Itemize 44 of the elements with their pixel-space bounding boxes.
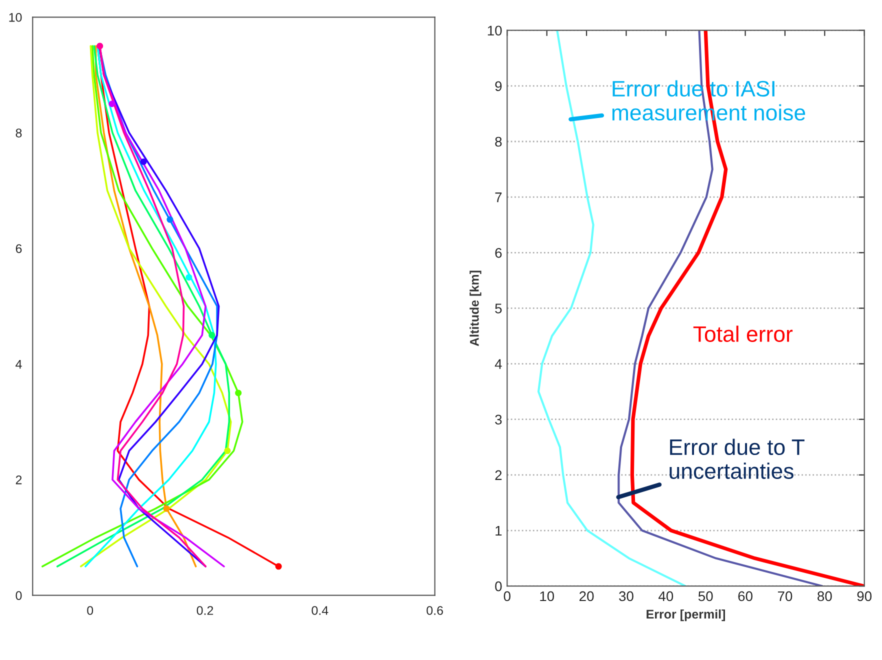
x-tick-label: 70 [778, 591, 792, 602]
y-tick-label: 2 [16, 475, 22, 484]
y-tick-label: 1 [496, 526, 502, 536]
y-tick-label: 10 [9, 12, 22, 22]
y-tick-label: 3 [495, 414, 502, 425]
x-axis-title: Error [permil] [646, 609, 725, 622]
annotation: Total error [693, 326, 793, 342]
point [275, 563, 282, 570]
point [108, 100, 116, 108]
x-tick-label: 30 [619, 591, 634, 602]
x-tick-label: 10 [540, 591, 554, 602]
annotation: Error due to T uncertainties [670, 438, 804, 479]
point [163, 505, 170, 512]
x-tick-label: 0.4 [312, 606, 328, 615]
point [140, 158, 147, 165]
y-tick-label: 6 [495, 248, 502, 258]
x-tick-label: 0.6 [426, 606, 443, 615]
x-tick-label: 20 [580, 591, 594, 602]
point [224, 448, 231, 454]
y-tick-label: 8 [495, 136, 502, 147]
x-tick-label: 0 [87, 606, 94, 615]
point [235, 390, 242, 396]
y-tick-label: 7 [495, 192, 502, 202]
x-tick-label: 50 [698, 591, 713, 602]
x-tick-label: 90 [857, 591, 872, 602]
y-tick-label: 8 [16, 128, 22, 138]
x-tick-label: 80 [818, 591, 832, 602]
point [186, 274, 192, 281]
y-tick-label: 4 [494, 359, 502, 369]
point [166, 216, 174, 223]
y-tick-label: 2 [495, 470, 502, 480]
y-tick-label: 10 [488, 26, 502, 36]
x-tick-label: 0 [504, 591, 510, 602]
y-tick-label: 9 [495, 81, 502, 92]
x-tick-label: 60 [738, 591, 752, 602]
x-tick-label: 0.2 [196, 606, 214, 615]
y-axis-title: Altitude [km] [470, 270, 482, 346]
point [96, 42, 104, 50]
y-tick-label: 6 [16, 244, 22, 254]
y-tick-label: 0 [495, 581, 502, 592]
y-tick-label: 5 [495, 304, 502, 314]
x-tick-label: 40 [658, 591, 674, 602]
point [208, 332, 216, 338]
y-tick-label: 4 [16, 360, 22, 369]
